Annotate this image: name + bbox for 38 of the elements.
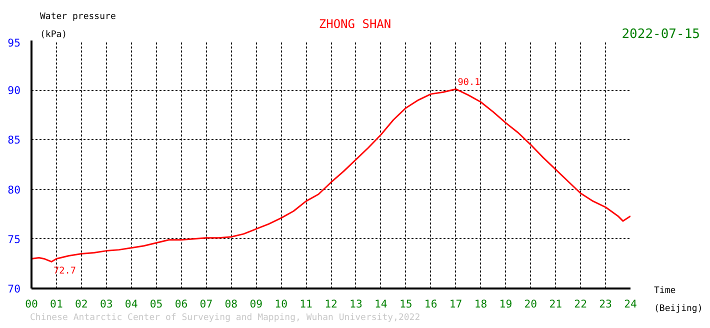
line-series [32,88,630,262]
x-tick-label: 24 [624,298,637,310]
x-tick-label: 03 [100,298,113,310]
x-tick-label: 01 [50,298,63,310]
x-axis-title: Time (Beijing) [654,285,703,316]
y-tick-label: 75 [8,232,21,246]
x-tick-label: 13 [350,298,362,310]
x-tick-label: 20 [524,298,538,310]
x-tick-label: 06 [174,298,188,310]
x-tick-label: 14 [374,298,388,310]
x-tick-label: 02 [75,298,88,310]
x-tick-label: 05 [150,298,163,310]
annotation: 90.1 [458,77,480,88]
x-tick-label: 15 [399,298,412,310]
y-tick-label: 90 [8,84,21,98]
x-tick-label: 12 [324,298,338,310]
text: 2022-07-15 [622,26,700,44]
x-tick-label: 16 [424,298,438,310]
x-tick-label: 18 [474,298,488,310]
y-tick-label: 85 [8,134,21,147]
x-tick-label: 17 [449,298,462,310]
x-tick-label: 19 [499,298,512,310]
x-tick-label: 07 [200,298,213,310]
chart-title: ZHONG SHAN [318,17,392,31]
x-tick-label: 09 [250,298,263,310]
y-tick-label: 70 [8,282,21,296]
y-tick-label: 95 [8,36,21,50]
x-tick-label: 11 [300,298,312,310]
x-tick-label: 10 [274,298,288,310]
x-tick-label: 04 [124,298,138,310]
x-tick-label: 23 [599,298,612,310]
y-axis-title: Water pressure (kPa) [40,11,116,42]
x-tick-label: 08 [224,298,238,310]
annotation: 72.7 [53,266,76,277]
x-tick-label: 21 [549,298,562,310]
y-tick-label: 80 [8,183,21,196]
x-tick-label: 00 [25,298,38,310]
x-tick-label: 22 [574,298,588,310]
